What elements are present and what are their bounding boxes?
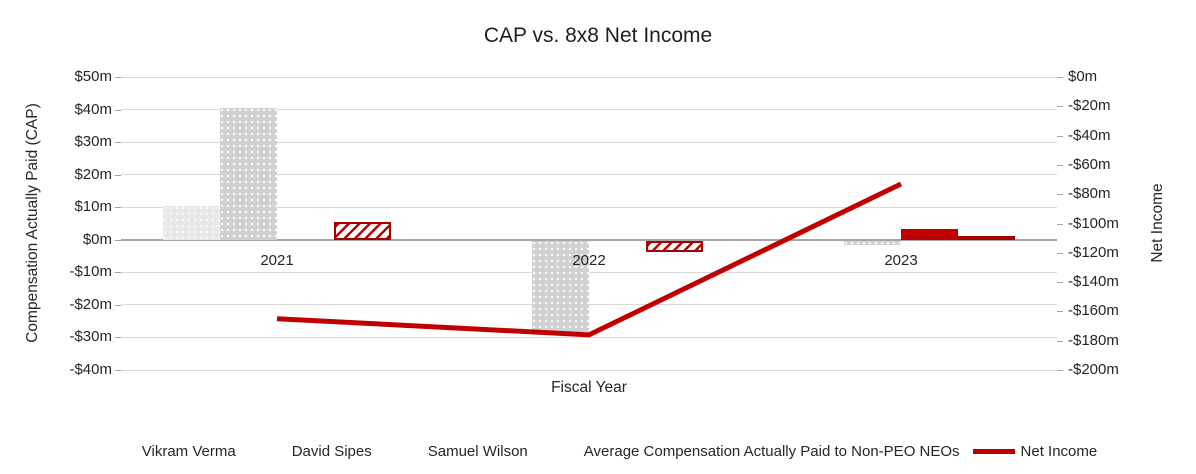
left-axis-tick-mark (115, 370, 121, 371)
left-axis-tick-mark (115, 207, 121, 209)
gridline (121, 369, 1057, 371)
bar-david-sipes-2022[interactable] (532, 240, 589, 332)
left-axis-tick-label: -$20m (69, 295, 112, 313)
bar-vikram-verma-2021[interactable] (163, 206, 220, 240)
legend-item-average-compensation-actually-paid-to-non-peo-neos[interactable]: Average Compensation Actually Paid to No… (541, 443, 960, 460)
legend-label-david-sipes: David Sipes (291, 443, 372, 460)
bar-david-sipes-2023[interactable] (844, 240, 901, 245)
legend-swatch-average-compensation-actually-paid-to-non-peo-neos (541, 445, 578, 458)
right-axis-tick-label: -$60m (1068, 155, 1111, 173)
chart-title: CAP vs. 8x8 Net Income (483, 24, 713, 47)
left-axis-tick-label: -$30m (69, 328, 112, 346)
legend-label-vikram-verma: Vikram Verma (141, 443, 236, 460)
left-axis-tick-label: $40m (74, 100, 112, 118)
right-axis-tick-mark (1057, 194, 1063, 196)
gridline (121, 109, 1057, 111)
right-axis-tick-label: -$20m (1068, 97, 1111, 115)
legend-swatch-net-income (972, 449, 1015, 454)
gridline (121, 174, 1057, 176)
left-axis-tick-label: $30m (74, 133, 112, 151)
legend-swatch-samuel-wilson (385, 445, 422, 458)
legend-label-average-compensation-actually-paid-to-non-peo-neos: Average Compensation Actually Paid to No… (583, 443, 960, 460)
plot-area (121, 76, 1057, 371)
category-label-2022: 2022 (572, 251, 606, 269)
left-axis-tick-label: $20m (74, 165, 112, 183)
x-axis-title: Fiscal Year (551, 379, 627, 396)
right-axis-tick-mark (1057, 106, 1063, 108)
gridline (121, 304, 1057, 306)
right-axis-tick-label: -$180m (1068, 331, 1119, 349)
left-axis-tick-mark (115, 109, 121, 111)
right-axis-tick-mark (1057, 164, 1063, 166)
legend-label-samuel-wilson: Samuel Wilson (427, 443, 528, 460)
left-axis-tick-mark (115, 239, 121, 241)
legend: Vikram Verma David Sipes Samuel Wilson Aver… (0, 443, 1196, 460)
gridline (121, 141, 1057, 143)
legend-item-david-sipes[interactable]: David Sipes (249, 443, 372, 460)
legend-swatch-vikram-verma (99, 445, 136, 458)
bar-david-sipes-2021[interactable] (220, 108, 277, 240)
legend-swatch-david-sipes (249, 445, 286, 458)
category-label-2023: 2023 (884, 251, 918, 269)
right-axis-tick-label: -$200m (1068, 361, 1119, 378)
gridline (121, 206, 1057, 208)
left-axis-tick-mark (115, 77, 121, 78)
gridline (121, 76, 1057, 78)
net-income-line[interactable] (276, 181, 903, 338)
gridline (121, 336, 1057, 338)
right-axis-tick-mark (1057, 282, 1063, 284)
left-axis-tick-label: $10m (74, 198, 112, 216)
right-axis-tick-label: -$140m (1068, 273, 1119, 291)
gridline (121, 271, 1057, 273)
left-axis-tick-label: -$40m (69, 361, 112, 378)
right-axis-tick-label: -$160m (1068, 302, 1119, 320)
left-axis-tick-label: $0m (82, 230, 112, 248)
category-label-2021: 2021 (260, 251, 294, 269)
left-axis-tick-mark (115, 304, 121, 306)
legend-label-net-income: Net Income (1020, 443, 1098, 460)
right-axis-tick-label: -$100m (1068, 214, 1119, 232)
left-axis-tick-mark (115, 142, 121, 144)
right-axis-title: Net Income (1149, 183, 1166, 263)
left-axis-tick-mark (115, 337, 121, 339)
legend-item-samuel-wilson[interactable]: Samuel Wilson (385, 443, 528, 460)
right-axis-tick-mark (1057, 135, 1063, 137)
bar-samuel-wilson-2023[interactable] (901, 229, 958, 240)
zero-axis-line (121, 238, 1057, 241)
bar-average-compensation-actually-paid-to-non-peo-neos-2022[interactable] (646, 240, 703, 252)
right-axis-tick-mark (1057, 340, 1063, 342)
right-axis-tick-label: -$80m (1068, 185, 1111, 203)
left-axis-tick-label: $50m (74, 68, 112, 85)
bar-average-compensation-actually-paid-to-non-peo-neos-2021[interactable] (334, 221, 391, 240)
bar-average-compensation-actually-paid-to-non-peo-neos-2023[interactable] (958, 235, 1015, 240)
legend-item-net-income[interactable]: Net Income (972, 443, 1098, 460)
right-axis-tick-label: $0m (1068, 68, 1098, 85)
right-axis-tick-mark (1057, 370, 1063, 371)
right-axis-tick-mark (1057, 77, 1063, 78)
right-axis-tick-mark (1057, 311, 1063, 313)
right-axis-tick-mark (1057, 252, 1063, 254)
left-axis-tick-mark (115, 272, 121, 274)
left-axis-tick-label: -$10m (69, 263, 112, 281)
right-axis-tick-mark (1057, 223, 1063, 225)
right-axis-tick-label: -$40m (1068, 126, 1111, 144)
right-axis-tick-label: -$120m (1068, 243, 1119, 261)
left-axis-tick-mark (115, 174, 121, 176)
legend-item-vikram-verma[interactable]: Vikram Verma (99, 443, 236, 460)
